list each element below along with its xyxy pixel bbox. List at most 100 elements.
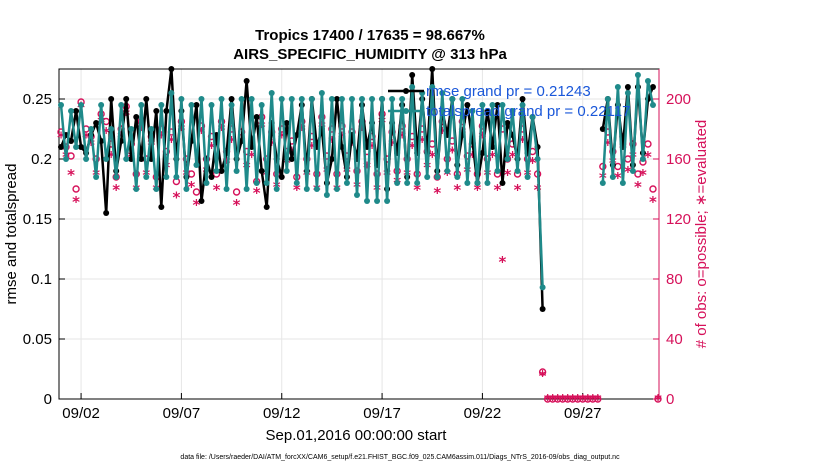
obs-possible-point bbox=[553, 395, 562, 403]
totalspread-point bbox=[128, 126, 135, 132]
obs-possible-point bbox=[548, 395, 557, 403]
totalspread-point bbox=[439, 90, 446, 96]
obs-possible-point bbox=[644, 140, 652, 148]
obs-evaluated-point: * bbox=[72, 193, 80, 211]
rmse-point bbox=[494, 102, 501, 108]
totalspread-point bbox=[328, 96, 335, 102]
rmse-point bbox=[504, 120, 511, 126]
y2-tick-label: 80 bbox=[666, 271, 683, 288]
footer-data-file: data file: /Users/raeder/DAI/ATM_forcXX/… bbox=[180, 454, 620, 461]
totalspread-point bbox=[409, 84, 416, 90]
totalspread-point bbox=[168, 90, 175, 96]
legend: rmse grand pr = 0.21243 totalspread gran… bbox=[388, 83, 630, 120]
totalspread-point bbox=[158, 102, 165, 108]
obs-possible-point bbox=[649, 185, 657, 193]
totalspread-point bbox=[278, 96, 285, 102]
totalspread-point bbox=[88, 126, 95, 132]
totalspread-point bbox=[153, 186, 160, 192]
x-tick-label: 09/07 bbox=[163, 405, 201, 422]
x-tick-label: 09/27 bbox=[564, 405, 602, 422]
x-tick-label: 09/17 bbox=[363, 405, 401, 422]
totalspread-point bbox=[183, 186, 190, 192]
rmse-point bbox=[158, 204, 165, 210]
y-axis-left: 0 0.05 0.1 0.15 0.2 0.25 bbox=[23, 91, 65, 408]
totalspread-point bbox=[318, 90, 325, 96]
totalspread-point bbox=[614, 84, 621, 90]
obs-evaluated-point: * bbox=[363, 159, 371, 177]
totalspread-point bbox=[93, 174, 100, 180]
chart-subtitle: AIRS_SPECIFIC_HUMIDITY @ 313 hPa bbox=[233, 46, 507, 63]
totalspread-point bbox=[233, 168, 240, 174]
totalspread-point bbox=[449, 96, 456, 102]
x-tick-label: 09/02 bbox=[62, 405, 100, 422]
obs-evaluated-point: * bbox=[213, 181, 221, 199]
obs-evaluated-point: * bbox=[233, 196, 241, 214]
x-tick-label: 09/22 bbox=[464, 405, 502, 422]
y2-tick-label: 0 bbox=[666, 391, 674, 408]
totalspread-point bbox=[208, 102, 215, 108]
obs-possible-point bbox=[72, 185, 80, 193]
legend-totalspread-label: totalspread grand pr = 0.22117 bbox=[426, 103, 630, 120]
obs-evaluated-point: * bbox=[634, 178, 642, 196]
obs-evaluated-point: * bbox=[544, 391, 552, 409]
obs-evaluated-point: * bbox=[137, 121, 145, 139]
rmse-point bbox=[479, 150, 486, 156]
obs-evaluated-point: * bbox=[278, 129, 286, 147]
obs-possible-point bbox=[192, 188, 201, 196]
totalspread-point bbox=[529, 114, 536, 120]
totalspread-point bbox=[504, 156, 511, 162]
obs-evaluated-point: * bbox=[509, 148, 517, 166]
totalspread-point bbox=[288, 96, 295, 102]
obs-possible-point bbox=[232, 188, 241, 196]
rmse-point bbox=[103, 210, 110, 216]
totalspread-point bbox=[198, 96, 205, 102]
totalspread-point bbox=[58, 102, 65, 108]
y-tick-label: 0.05 bbox=[23, 331, 52, 348]
obs-evaluated-point: * bbox=[258, 118, 266, 136]
obs-evaluated-point: * bbox=[644, 148, 652, 166]
totalspread-point bbox=[258, 102, 265, 108]
y-axis-right: 0 40 80 120 160 200 bbox=[653, 91, 691, 408]
rmse-point bbox=[409, 72, 416, 78]
totalspread-point bbox=[268, 90, 275, 96]
obs-evaluated-point: * bbox=[569, 391, 577, 409]
totalspread-point bbox=[374, 198, 381, 204]
obs-possible-point bbox=[594, 395, 602, 403]
totalspread-point bbox=[83, 156, 90, 162]
totalspread-point bbox=[499, 102, 506, 108]
grid bbox=[59, 69, 659, 399]
totalspread-point bbox=[484, 180, 491, 186]
rmse-point bbox=[484, 108, 491, 114]
totalspread-point bbox=[519, 102, 526, 108]
totalspread-point bbox=[414, 180, 421, 186]
rmse-point bbox=[519, 96, 526, 102]
obs-possible-point bbox=[67, 152, 75, 160]
y2-tick-label: 40 bbox=[666, 331, 683, 348]
rmse-point bbox=[283, 120, 290, 126]
rmse-point bbox=[143, 96, 150, 102]
rmse-point bbox=[499, 180, 506, 186]
totalspread-point bbox=[163, 174, 170, 180]
obs-evaluated-point: * bbox=[418, 133, 426, 151]
obs-possible-point bbox=[574, 395, 582, 403]
obs-evaluated-point: * bbox=[112, 181, 120, 199]
x-axis-label: Sep.01,2016 00:00:00 start bbox=[266, 427, 448, 444]
totalspread-point bbox=[103, 156, 110, 162]
y2-tick-label: 160 bbox=[666, 151, 691, 168]
totalspread-point bbox=[389, 96, 396, 102]
obs-evaluated-point: * bbox=[218, 121, 226, 139]
obs-evaluated-point: * bbox=[529, 154, 537, 172]
totalspread-point bbox=[323, 192, 330, 198]
obs-evaluated-point: * bbox=[584, 391, 592, 409]
totalspread-point bbox=[308, 96, 315, 102]
totalspread-point bbox=[469, 108, 476, 114]
totalspread-point bbox=[143, 174, 150, 180]
obs-evaluated-point: * bbox=[494, 181, 502, 199]
rmse-point bbox=[599, 126, 606, 132]
totalspread-point bbox=[133, 186, 140, 192]
totalspread-point bbox=[98, 102, 105, 108]
totalspread-point bbox=[514, 168, 521, 174]
obs-evaluated-point: * bbox=[97, 114, 105, 132]
totalspread-point bbox=[494, 168, 501, 174]
totalspread-point bbox=[123, 156, 130, 162]
